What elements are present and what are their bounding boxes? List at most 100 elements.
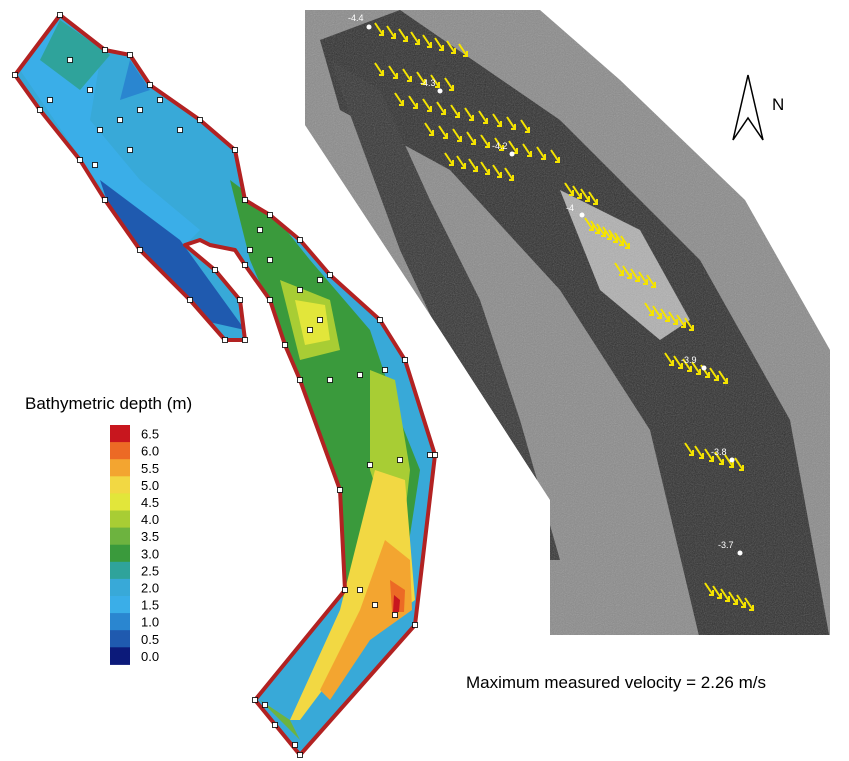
legend-swatch — [110, 459, 130, 477]
survey-point — [318, 278, 323, 283]
survey-point — [198, 118, 203, 123]
survey-point — [48, 98, 53, 103]
marker-label: -3.9 — [681, 355, 697, 365]
survey-point — [298, 753, 303, 758]
legend-swatch — [110, 528, 130, 546]
legend: 6.56.05.55.04.54.03.53.02.52.01.51.00.50… — [110, 425, 159, 665]
survey-point — [308, 328, 313, 333]
survey-point — [238, 298, 243, 303]
survey-point — [358, 588, 363, 593]
survey-point — [268, 258, 273, 263]
marker-dot — [730, 458, 735, 463]
survey-point — [373, 603, 378, 608]
legend-label: 3.0 — [141, 546, 159, 561]
survey-point — [118, 118, 123, 123]
legend-swatch — [110, 647, 130, 665]
legend-label: 1.5 — [141, 598, 159, 613]
marker-dot — [367, 25, 372, 30]
survey-point — [298, 288, 303, 293]
survey-point — [328, 378, 333, 383]
survey-point — [368, 463, 373, 468]
legend-label: 6.5 — [141, 427, 159, 442]
survey-point — [128, 53, 133, 58]
survey-point — [433, 453, 438, 458]
survey-point — [243, 338, 248, 343]
legend-label: 0.5 — [141, 632, 159, 647]
survey-point — [58, 13, 63, 18]
legend-swatch — [110, 562, 130, 580]
survey-point — [68, 58, 73, 63]
north-arrow: N — [733, 75, 784, 140]
legend-swatch — [110, 596, 130, 614]
figure: N -4.4 -4.3 -4.2 -4 -3.9 -3.8 -3.7 Maxim… — [0, 0, 849, 761]
marker-dot — [702, 366, 707, 371]
survey-point — [233, 148, 238, 153]
legend-swatch — [110, 425, 130, 443]
survey-point — [243, 263, 248, 268]
survey-point — [383, 368, 388, 373]
survey-point — [138, 108, 143, 113]
legend-label: 6.0 — [141, 444, 159, 459]
north-label: N — [772, 95, 784, 114]
legend-swatch — [110, 442, 130, 460]
survey-point — [273, 723, 278, 728]
survey-point — [78, 158, 83, 163]
survey-point — [398, 458, 403, 463]
survey-point — [318, 318, 323, 323]
marker-label: -4.2 — [492, 141, 508, 151]
legend-label: 2.0 — [141, 580, 159, 595]
survey-point — [283, 343, 288, 348]
survey-point — [88, 88, 93, 93]
survey-point — [158, 98, 163, 103]
marker-label: -4.3 — [420, 78, 436, 88]
survey-point — [213, 268, 218, 273]
legend-label: 4.5 — [141, 495, 159, 510]
survey-point — [223, 338, 228, 343]
marker-label: -4.4 — [348, 13, 364, 23]
legend-label: 2.5 — [141, 563, 159, 578]
legend-label: 3.5 — [141, 529, 159, 544]
survey-point — [413, 623, 418, 628]
survey-point — [293, 743, 298, 748]
legend-label: 0.0 — [141, 649, 159, 664]
survey-point — [358, 373, 363, 378]
survey-point — [393, 613, 398, 618]
marker-dot — [438, 89, 443, 94]
survey-point — [128, 148, 133, 153]
survey-point — [138, 248, 143, 253]
survey-point — [298, 378, 303, 383]
survey-point — [328, 273, 333, 278]
survey-point — [243, 198, 248, 203]
legend-label: 4.0 — [141, 512, 159, 527]
caption: Maximum measured velocity = 2.26 m/s — [466, 673, 766, 692]
marker-dot — [738, 551, 743, 556]
survey-point — [103, 48, 108, 53]
survey-point — [338, 488, 343, 493]
legend-swatch — [110, 511, 130, 529]
legend-swatch — [110, 579, 130, 597]
survey-point — [103, 198, 108, 203]
legend-title: Bathymetric depth (m) — [25, 394, 192, 413]
survey-point — [13, 73, 18, 78]
survey-point — [258, 228, 263, 233]
legend-label: 5.0 — [141, 478, 159, 493]
legend-swatch — [110, 630, 130, 648]
marker-label: -3.8 — [711, 447, 727, 457]
legend-swatch — [110, 476, 130, 494]
marker-label: -4 — [566, 203, 574, 213]
survey-point — [343, 588, 348, 593]
legend-label: 5.5 — [141, 461, 159, 476]
survey-point — [428, 453, 433, 458]
survey-point — [188, 298, 193, 303]
survey-point — [148, 83, 153, 88]
legend-swatch — [110, 613, 130, 631]
marker-dot — [510, 152, 515, 157]
legend-swatch — [110, 545, 130, 563]
marker-dot — [580, 213, 585, 218]
survey-point — [268, 298, 273, 303]
survey-point — [38, 108, 43, 113]
survey-point — [98, 128, 103, 133]
survey-point — [298, 238, 303, 243]
survey-point — [93, 163, 98, 168]
survey-point — [248, 248, 253, 253]
